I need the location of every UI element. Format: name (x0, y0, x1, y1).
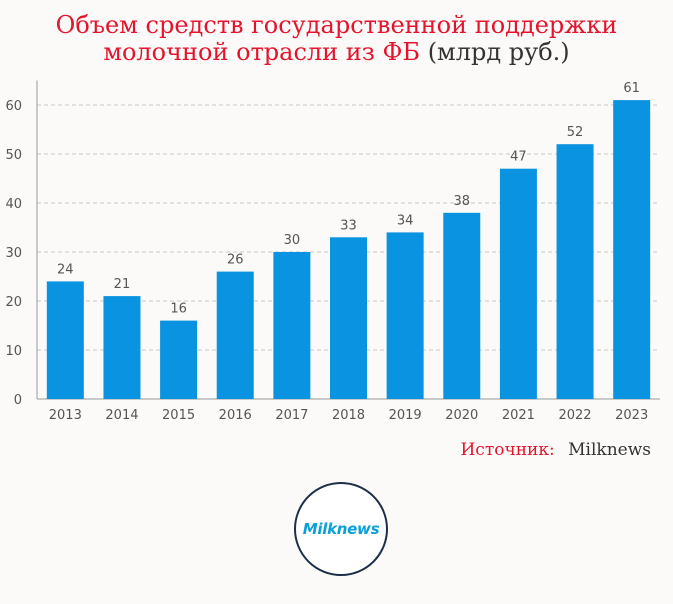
source-name: Milknews (568, 440, 651, 460)
x-tick-label: 2023 (615, 408, 648, 423)
bar (273, 252, 311, 399)
chart-title-line2: молочной отрасли из ФБ (млрд руб.) (0, 39, 673, 66)
y-tick-label: 30 (5, 246, 22, 261)
chart-title: Объем средств государственной поддержки … (0, 12, 673, 66)
logo-text: Milknews (302, 520, 380, 538)
data-label: 38 (453, 194, 470, 209)
source-note: Источник: Milknews (460, 440, 651, 460)
data-label: 26 (227, 253, 244, 268)
x-tick-label: 2014 (105, 408, 138, 423)
x-tick-label: 2013 (49, 408, 82, 423)
y-tick-label: 40 (5, 197, 22, 212)
data-label: 61 (623, 81, 640, 96)
data-label: 52 (567, 125, 584, 140)
bar (160, 320, 198, 399)
milknews-logo: Milknews (294, 482, 388, 576)
bar (556, 144, 594, 399)
bar (216, 271, 254, 399)
bar (46, 281, 84, 399)
x-tick-label: 2017 (275, 408, 308, 423)
bar (103, 296, 141, 399)
x-tick-label: 2022 (558, 408, 591, 423)
chart-title-line2-text: молочной отрасли из ФБ (103, 38, 421, 66)
x-tick-label: 2016 (219, 408, 252, 423)
x-tick-label: 2021 (502, 408, 535, 423)
bar (499, 168, 537, 399)
data-label: 33 (340, 218, 357, 233)
bar (386, 232, 424, 399)
y-tick-label: 60 (5, 99, 22, 114)
chart-title-unit: (млрд руб.) (427, 38, 570, 66)
data-label: 16 (170, 302, 187, 317)
data-label: 30 (284, 233, 301, 248)
x-tick-label: 2018 (332, 408, 365, 423)
x-tick-label: 2019 (389, 408, 422, 423)
source-label: Источник: (460, 440, 555, 460)
data-label: 47 (510, 150, 527, 165)
y-tick-label: 10 (5, 344, 22, 359)
data-label: 34 (397, 213, 414, 228)
chart-title-line1: Объем средств государственной поддержки (55, 11, 618, 39)
y-tick-label: 50 (5, 148, 22, 163)
y-tick-label: 20 (5, 295, 22, 310)
bar-chart: 0 10 20 30 40 50 60 24 2013 21 2014 16 2015 26 2016 30 2… (5, 80, 660, 423)
data-label: 24 (57, 262, 74, 277)
data-label: 21 (114, 277, 131, 292)
bar (330, 237, 367, 399)
y-tick-label: 0 (14, 393, 22, 408)
bar (443, 212, 481, 399)
x-tick-label: 2020 (445, 408, 478, 423)
x-tick-label: 2015 (162, 408, 195, 423)
bar (613, 100, 651, 399)
